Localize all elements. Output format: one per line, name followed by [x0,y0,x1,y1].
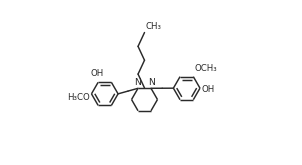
Text: N: N [148,78,155,87]
Text: OCH₃: OCH₃ [194,64,217,73]
Text: OH: OH [202,85,215,94]
Text: H₃CO: H₃CO [67,93,89,102]
Text: CH₃: CH₃ [146,22,162,31]
Text: OH: OH [91,69,104,78]
Text: N: N [134,78,141,87]
